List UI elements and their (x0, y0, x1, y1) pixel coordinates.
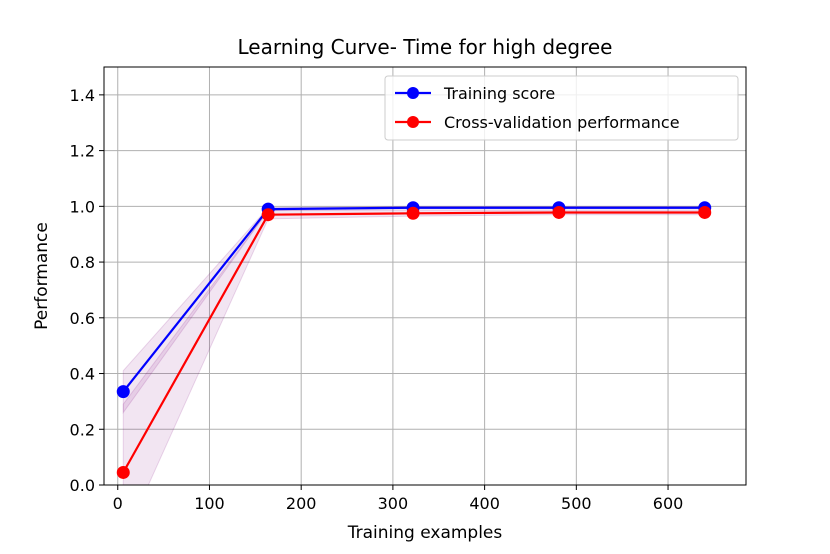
y-tick-label: 1.0 (70, 197, 95, 216)
x-tick-label: 300 (378, 494, 409, 513)
plot-frame (103, 66, 747, 486)
y-axis-label: Performance (32, 222, 52, 330)
x-tick-label: 100 (194, 494, 225, 513)
y-tick-label: 0.2 (70, 420, 95, 439)
legend-marker (407, 116, 419, 128)
legend-label: Cross-validation performance (444, 113, 680, 132)
legend-marker (407, 87, 419, 99)
legend-label: Training score (443, 84, 555, 103)
data-point (552, 205, 566, 219)
data-point (406, 206, 420, 220)
y-axis-ticks: 0.0 0.2 0.4 0.6 0.8 1.0 1.2 1.4 (70, 86, 104, 495)
series-layer (116, 201, 712, 479)
legend-box (384, 75, 739, 141)
x-axis-ticks: 0 100 200 300 400 500 600 (113, 485, 684, 513)
legend: Training score Cross-validation performan… (384, 75, 739, 141)
x-tick-label: 500 (561, 494, 592, 513)
y-tick-label: 0.6 (70, 309, 95, 328)
x-tick-label: 600 (653, 494, 684, 513)
x-tick-label: 200 (286, 494, 317, 513)
y-tick-label: 0.8 (70, 253, 95, 272)
y-tick-label: 0.4 (70, 365, 95, 384)
data-point (116, 465, 130, 479)
chart-title: Learning Curve- Time for high degree (238, 35, 613, 59)
data-point (261, 208, 275, 222)
y-tick-label: 1.4 (70, 86, 95, 105)
x-tick-label: 0 (113, 494, 123, 513)
data-point (116, 385, 130, 399)
x-tick-label: 400 (469, 494, 500, 513)
y-tick-label: 1.2 (70, 142, 95, 161)
x-axis-label: Training examples (347, 523, 503, 543)
data-point (698, 205, 712, 219)
y-tick-label: 0.0 (70, 476, 95, 495)
